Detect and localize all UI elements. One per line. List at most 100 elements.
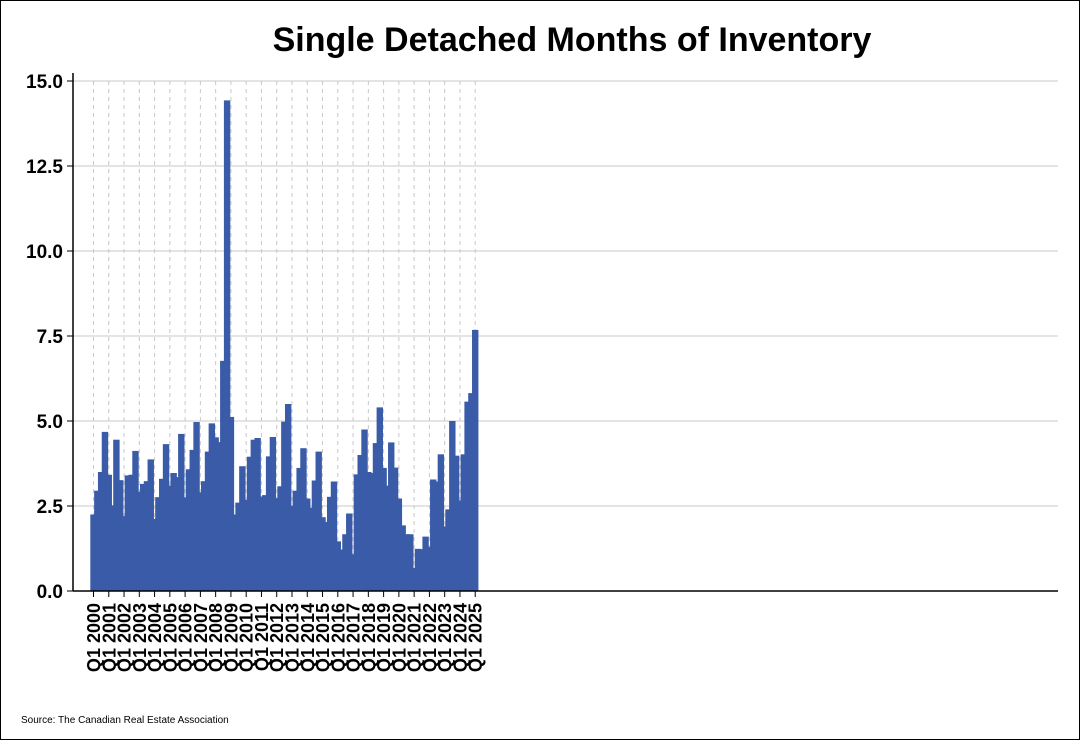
bar-q2-2011 xyxy=(262,495,269,591)
x-tick-label: Q1 2005 xyxy=(160,603,180,672)
bar-q2-2001 xyxy=(109,505,116,591)
bar-q1-2004 xyxy=(151,518,158,591)
bar-q3-2017 xyxy=(357,455,364,591)
bar-q3-2018 xyxy=(372,443,380,591)
bar-q1-2010 xyxy=(242,499,250,591)
bar-q3-2002 xyxy=(128,474,135,591)
bar-q2-2017 xyxy=(353,474,361,591)
bar-q1-2011 xyxy=(258,496,265,591)
x-tick-label: Q1 2022 xyxy=(420,603,440,672)
bar-q2-2002 xyxy=(124,475,132,591)
bar-q2-2014 xyxy=(307,507,315,591)
y-tick-label: 12.5 xyxy=(26,157,63,178)
bar-q1-2001 xyxy=(105,474,112,591)
bar-q1-2018 xyxy=(365,472,372,591)
x-tick-label: Q1 2023 xyxy=(435,603,455,672)
bar-q4-2024 xyxy=(468,393,475,591)
bar-q3-2007 xyxy=(204,451,212,591)
bar-q4-2018 xyxy=(376,407,383,591)
bar-q2-2015 xyxy=(323,521,330,591)
bar-q1-2012 xyxy=(273,498,280,591)
bar-q4-2002 xyxy=(132,450,139,591)
x-tick-label: Q1 2025 xyxy=(466,603,486,672)
bar-q3-2020 xyxy=(403,534,410,591)
bar-q3-2012 xyxy=(281,421,288,591)
bar-q4-2000 xyxy=(101,431,109,591)
y-tick-label: 0.0 xyxy=(37,582,63,603)
bar-q4-2008 xyxy=(223,100,231,591)
bar-q1-2020 xyxy=(395,498,403,591)
x-tick-label: Q1 2003 xyxy=(130,603,150,672)
bar-q3-2024 xyxy=(464,401,471,591)
bar-q1-2013 xyxy=(288,506,296,591)
y-axis-ticks: 0.0 2.5 5.0 7.5 10.0 12.5 15.0 xyxy=(26,72,73,603)
x-tick-label: Q1 2017 xyxy=(344,603,364,672)
bar-q2-2005 xyxy=(170,473,177,591)
bar-q1-2021 xyxy=(410,567,418,591)
x-tick-label: Q1 2011 xyxy=(252,603,272,671)
bar-q2-2004 xyxy=(155,497,162,591)
bar-q4-2019 xyxy=(391,467,399,591)
bar-q3-2005 xyxy=(174,477,181,591)
x-tick-label: Q1 2008 xyxy=(206,603,226,672)
bar-q3-2011 xyxy=(265,456,273,591)
bar-q2-2019 xyxy=(384,485,391,591)
bar-q2-2022 xyxy=(430,479,437,591)
bar-q3-2016 xyxy=(342,534,349,591)
bar-q3-2022 xyxy=(433,481,441,591)
x-tick-label: Q1 2012 xyxy=(267,603,287,672)
bar-q1-2007 xyxy=(197,492,204,591)
bar-q1-2015 xyxy=(319,517,326,591)
x-tick-label: Q1 2010 xyxy=(237,603,257,672)
bar-q1-2000 xyxy=(90,514,97,591)
bar-q2-2018 xyxy=(368,473,376,591)
source-note: Source: The Canadian Real Estate Associa… xyxy=(21,715,229,726)
y-tick-label: 15.0 xyxy=(26,72,63,93)
bar-q4-2010 xyxy=(254,438,261,591)
x-tick-label: Q1 2002 xyxy=(115,603,135,672)
bar-q4-2015 xyxy=(330,481,338,591)
bar-q3-2013 xyxy=(296,467,303,591)
bar-q1-2014 xyxy=(304,498,311,591)
x-tick-label: Q1 2014 xyxy=(298,603,318,672)
bar-q2-2024 xyxy=(460,454,467,591)
bar-q2-2012 xyxy=(277,486,284,591)
bar-q2-2009 xyxy=(231,514,238,591)
bar-q4-2020 xyxy=(407,534,414,591)
chart-title: Single Detached Months of Inventory xyxy=(273,21,872,59)
bar-q1-2009 xyxy=(227,416,235,591)
bar-q1-2003 xyxy=(136,491,143,591)
bar-q1-2002 xyxy=(120,516,128,591)
bar-q1-2016 xyxy=(334,541,341,591)
y-tick-label: 5.0 xyxy=(37,412,63,433)
bar-q1-2023 xyxy=(441,526,448,591)
bar-q1-2006 xyxy=(181,497,189,591)
bar-q3-2010 xyxy=(250,439,258,591)
bar-q3-2021 xyxy=(418,549,425,591)
y-tick-label: 10.0 xyxy=(26,242,63,263)
bar-q3-2014 xyxy=(311,480,319,591)
x-tick-label: Q1 2018 xyxy=(359,603,379,672)
bar-q1-2025 xyxy=(472,329,479,591)
bar-q1-2008 xyxy=(212,437,219,591)
bar-q3-2023 xyxy=(449,421,456,591)
bar-q2-2016 xyxy=(338,549,345,591)
x-tick-label: Q1 2004 xyxy=(145,603,165,672)
bar-q1-2005 xyxy=(166,485,174,591)
bar-q4-2007 xyxy=(208,423,216,591)
bar-q4-2014 xyxy=(315,451,322,591)
x-tick-label: Q1 2024 xyxy=(450,603,470,672)
bar-q3-2000 xyxy=(97,472,105,591)
y-tick-label: 7.5 xyxy=(37,327,64,348)
bar-q3-2019 xyxy=(388,442,395,591)
x-tick-label: Q1 2006 xyxy=(176,603,196,672)
bar-q3-2003 xyxy=(143,481,151,591)
bar-q4-2013 xyxy=(300,448,307,591)
axes xyxy=(72,73,1058,592)
x-tick-label: Q1 2015 xyxy=(313,603,333,672)
bar-q4-2009 xyxy=(239,466,246,591)
bar-q3-2008 xyxy=(220,360,227,591)
bar-q2-2010 xyxy=(246,456,254,591)
